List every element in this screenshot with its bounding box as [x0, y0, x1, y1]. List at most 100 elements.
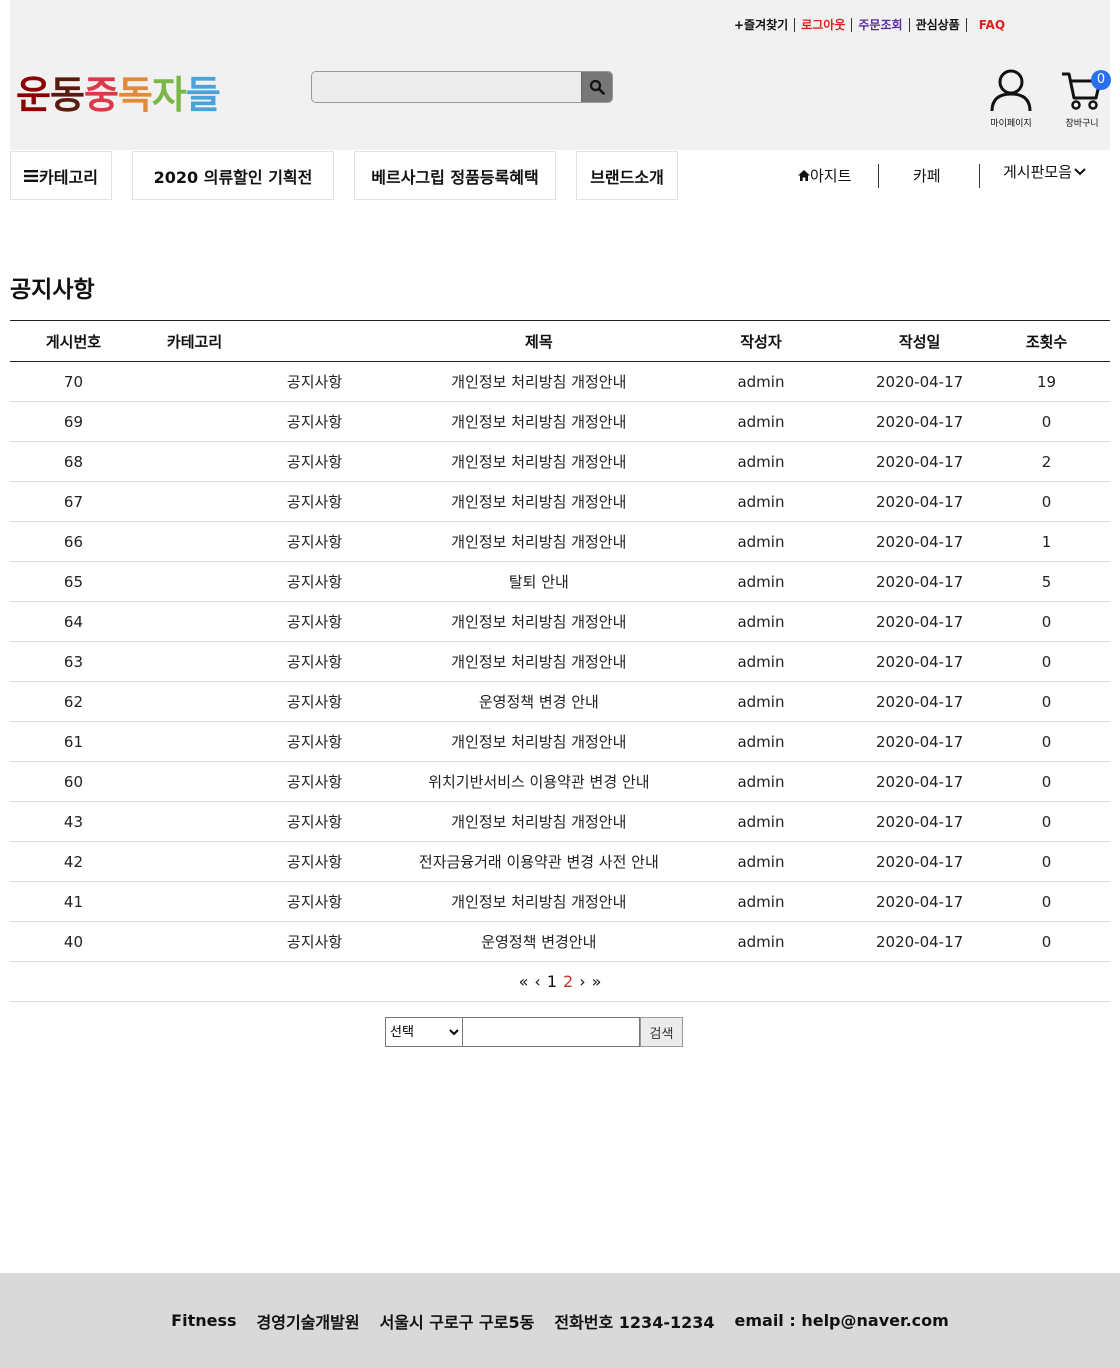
search-icon: [589, 79, 605, 95]
search-button[interactable]: [581, 72, 612, 102]
search-input[interactable]: [312, 72, 582, 102]
table-row[interactable]: 62 공지사항 운영정책 변경 안내 admin 2020-04-17 0: [10, 681, 1110, 722]
table-row[interactable]: 69 공지사항 개인정보 처리방침 개정안내 admin 2020-04-17 0: [10, 401, 1110, 442]
table-row[interactable]: 61 공지사항 개인정보 처리방침 개정안내 admin 2020-04-17 0: [10, 721, 1110, 762]
row-date: 2020-04-17: [856, 681, 984, 722]
nav-cafe-link[interactable]: 카페: [913, 167, 941, 185]
nav-category-label: 카테고리: [39, 167, 98, 187]
row-author: admin: [665, 721, 857, 762]
row-title-link[interactable]: 개인정보 처리방침 개정안내: [411, 601, 666, 642]
row-date: 2020-04-17: [856, 601, 984, 642]
table-row[interactable]: 70 공지사항 개인정보 처리방침 개정안내 admin 2020-04-17 19: [10, 361, 1110, 402]
row-views: 0: [983, 401, 1110, 442]
mypage-link[interactable]: 마이페이지: [985, 68, 1037, 129]
cart-link[interactable]: 0 장바구니: [1056, 70, 1111, 129]
next-page-button[interactable]: ›: [579, 972, 586, 991]
faq-link[interactable]: FAQ: [978, 18, 1006, 32]
row-author: admin: [665, 881, 857, 922]
row-views: 0: [983, 801, 1110, 842]
row-title-link[interactable]: 전자금융거래 이용약관 변경 사전 안내: [411, 841, 666, 882]
logout-link[interactable]: 로그아웃: [794, 18, 853, 32]
table-row[interactable]: 68 공지사항 개인정보 처리방침 개정안내 admin 2020-04-17 2: [10, 441, 1110, 482]
row-category: 공지사항: [136, 401, 412, 442]
row-number: 41: [10, 881, 137, 922]
table-row[interactable]: 60 공지사항 위치기반서비스 이용약관 변경 안내 admin 2020-04-17 0: [10, 761, 1110, 802]
row-date: 2020-04-17: [856, 521, 984, 562]
table-row[interactable]: 43 공지사항 개인정보 처리방침 개정안내 admin 2020-04-17 0: [10, 801, 1110, 842]
nav-brand-button[interactable]: 브랜드소개: [576, 151, 678, 200]
row-views: 0: [983, 761, 1110, 802]
table-row[interactable]: 41 공지사항 개인정보 처리방침 개정안내 admin 2020-04-17 0: [10, 881, 1110, 922]
row-category: 공지사항: [136, 641, 412, 682]
row-category: 공지사항: [136, 721, 412, 762]
table-row[interactable]: 63 공지사항 개인정보 처리방침 개정안내 admin 2020-04-17 0: [10, 641, 1110, 682]
row-title-link[interactable]: 개인정보 처리방침 개정안내: [411, 481, 666, 522]
row-title-link[interactable]: 개인정보 처리방침 개정안내: [411, 401, 666, 442]
nav-versa-button[interactable]: 베르사그립 정품등록혜택: [354, 151, 556, 200]
top-links: +즐겨찾기 로그아웃 주문조회 관심상품 FAQ: [730, 16, 1011, 34]
page-title: 공지사항: [10, 277, 95, 303]
footer-org: 경영기술개발원: [256, 1312, 360, 1332]
person-icon: [990, 69, 1032, 112]
row-author: admin: [665, 521, 857, 562]
nav-category-button[interactable]: 카테고리: [10, 151, 112, 200]
row-title-link[interactable]: 위치기반서비스 이용약관 변경 안내: [411, 761, 666, 802]
row-views: 1: [983, 521, 1110, 562]
nav-boards-dropdown[interactable]: 게시판모음: [1003, 147, 1086, 196]
row-title-link[interactable]: 개인정보 처리방침 개정안내: [411, 361, 666, 402]
row-number: 67: [10, 481, 137, 522]
nav-hideout-label: 아지트: [810, 167, 852, 185]
nav-promo-button[interactable]: 2020 의류할인 기획전: [132, 151, 334, 200]
table-row[interactable]: 66 공지사항 개인정보 처리방침 개정안내 admin 2020-04-17 1: [10, 521, 1110, 562]
table-row[interactable]: 42 공지사항 전자금융거래 이용약관 변경 사전 안내 admin 2020-04-1…: [10, 841, 1110, 882]
row-title-link[interactable]: 개인정보 처리방침 개정안내: [411, 521, 666, 562]
cart-count-badge: 0: [1091, 70, 1111, 90]
row-date: 2020-04-17: [856, 361, 984, 402]
row-author: admin: [665, 681, 857, 722]
row-title-link[interactable]: 탈퇴 안내: [411, 561, 666, 602]
row-author: admin: [665, 841, 857, 882]
page-2-link[interactable]: 2: [563, 972, 574, 991]
logo-char: 중: [83, 73, 119, 117]
row-author: admin: [665, 601, 857, 642]
footer-address: 서울시 구로구 구로5동: [379, 1312, 535, 1332]
row-title-link[interactable]: 개인정보 처리방침 개정안내: [411, 801, 666, 842]
row-title-link[interactable]: 개인정보 처리방침 개정안내: [411, 881, 666, 922]
row-category: 공지사항: [136, 521, 412, 562]
main-nav: 카테고리 2020 의류할인 기획전 베르사그립 정품등록혜택 브랜드소개 아지…: [10, 151, 1110, 201]
row-category: 공지사항: [136, 441, 412, 482]
row-category: 공지사항: [136, 881, 412, 922]
row-title-link[interactable]: 개인정보 처리방침 개정안내: [411, 641, 666, 682]
footer: Fitness 경영기술개발원 서울시 구로구 구로5동 전화번호 1234-1…: [0, 1273, 1120, 1368]
row-title-link[interactable]: 개인정보 처리방침 개정안내: [411, 441, 666, 482]
table-row[interactable]: 65 공지사항 탈퇴 안내 admin 2020-04-17 5: [10, 561, 1110, 602]
logo-char: 운: [16, 73, 51, 117]
nav-hideout-link[interactable]: 아지트: [798, 151, 851, 200]
board-search-input[interactable]: [463, 1017, 640, 1047]
table-row[interactable]: 67 공지사항 개인정보 처리방침 개정안내 admin 2020-04-17 0: [10, 481, 1110, 522]
row-author: admin: [665, 641, 857, 682]
wishlist-link[interactable]: 관심상품: [910, 18, 967, 32]
notice-table: 게시번호 카테고리 제목 작성자 작성일 조횟수 70 공지사항 개인정보 처리방침…: [10, 320, 1110, 962]
row-title-link[interactable]: 운영정책 변경 안내: [411, 681, 666, 722]
row-category: 공지사항: [136, 681, 412, 722]
site-logo[interactable]: 운동중독자들: [16, 70, 221, 120]
table-row[interactable]: 40 공지사항 운영정책 변경안내 admin 2020-04-17 0: [10, 921, 1110, 962]
prev-page-button[interactable]: ‹: [534, 972, 541, 991]
row-author: admin: [665, 921, 857, 962]
orders-link[interactable]: 주문조회: [852, 18, 910, 32]
row-number: 42: [10, 841, 137, 882]
row-title-link[interactable]: 운영정책 변경안내: [411, 921, 666, 962]
row-number: 40: [10, 921, 137, 962]
header-no: 게시번호: [10, 320, 137, 362]
search-field-select[interactable]: 선택: [385, 1017, 463, 1047]
board-search-button[interactable]: 검색: [640, 1017, 683, 1047]
favorites-link[interactable]: +즐겨찾기: [734, 18, 789, 32]
last-page-button[interactable]: »: [591, 972, 602, 991]
page-1-link[interactable]: 1: [546, 972, 557, 991]
first-page-button[interactable]: «: [518, 972, 529, 991]
row-author: admin: [665, 401, 857, 442]
row-views: 0: [983, 881, 1110, 922]
row-title-link[interactable]: 개인정보 처리방침 개정안내: [411, 721, 666, 762]
table-row[interactable]: 64 공지사항 개인정보 처리방침 개정안내 admin 2020-04-17 0: [10, 601, 1110, 642]
